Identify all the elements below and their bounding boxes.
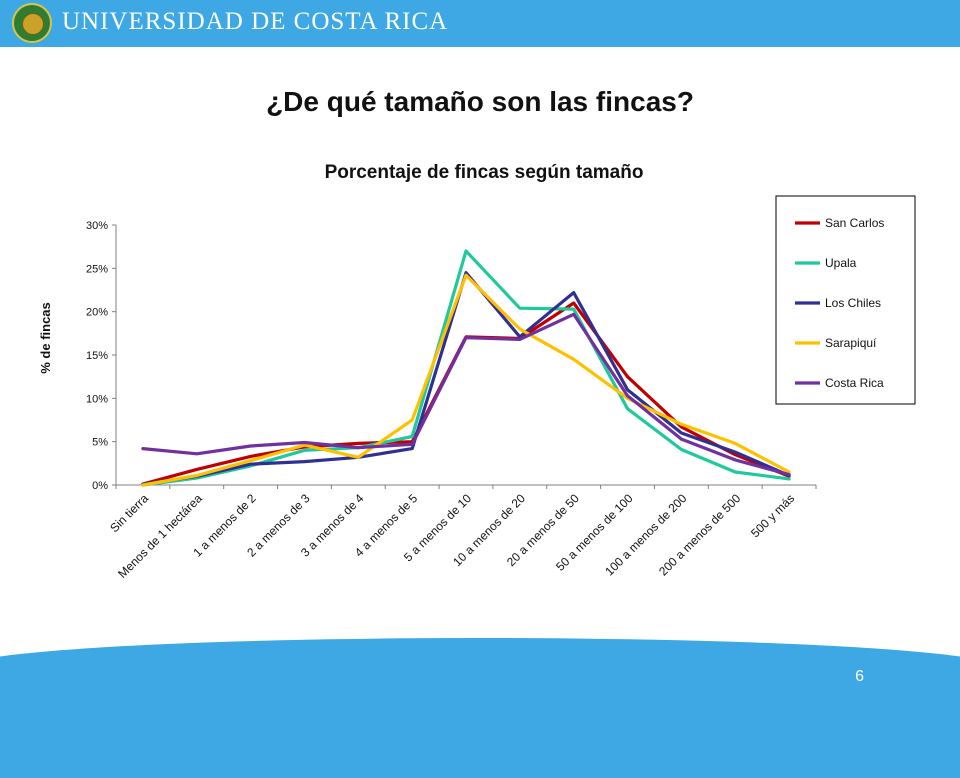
university-name: UNIVERSIDAD DE COSTA RICA [62, 8, 449, 35]
y-tick-label: 10% [86, 393, 108, 405]
legend-label: San Carlos [825, 216, 884, 230]
footer-band [0, 638, 960, 778]
legend: San Carlos Upala Los Chiles Sarapiquí Costa … [775, 195, 916, 405]
legend-label: Sarapiquí [825, 336, 877, 350]
y-tick-label: 5% [92, 437, 108, 449]
series-line [141, 301, 791, 486]
axes [115, 225, 816, 486]
series-lines [141, 249, 791, 487]
line-chart: Porcentaje de fincas según tamaño % de f… [38, 162, 916, 581]
legend-label: Upala [825, 256, 857, 270]
legend-label: Los Chiles [825, 296, 881, 310]
university-seal-icon [12, 3, 52, 43]
y-tick-label: 30% [86, 220, 108, 232]
series-line [141, 273, 791, 487]
page-number: 6 [855, 668, 864, 685]
x-tick-label: 500 y más [748, 491, 797, 540]
y-tick-label: 15% [86, 350, 108, 362]
legend-box [775, 195, 916, 405]
y-tick-label: 25% [86, 263, 108, 275]
series-line [141, 271, 791, 486]
y-ticks: 0% 5% 10% 15% 20% 25% 30% [86, 220, 116, 492]
y-tick-label: 0% [92, 480, 108, 492]
series-line [141, 249, 791, 487]
header-bar: UNIVERSIDAD DE COSTA RICA [0, 0, 960, 47]
y-axis-label: % de fincas [38, 302, 53, 374]
y-tick-label: 20% [86, 307, 108, 319]
series-line [141, 312, 791, 477]
slide-title: ¿De qué tamaño son las fincas? [266, 86, 694, 117]
x-tick-label: Sin tierra [107, 491, 151, 535]
legend-label: Costa Rica [825, 376, 884, 390]
chart-title: Porcentaje de fincas según tamaño [325, 162, 644, 183]
